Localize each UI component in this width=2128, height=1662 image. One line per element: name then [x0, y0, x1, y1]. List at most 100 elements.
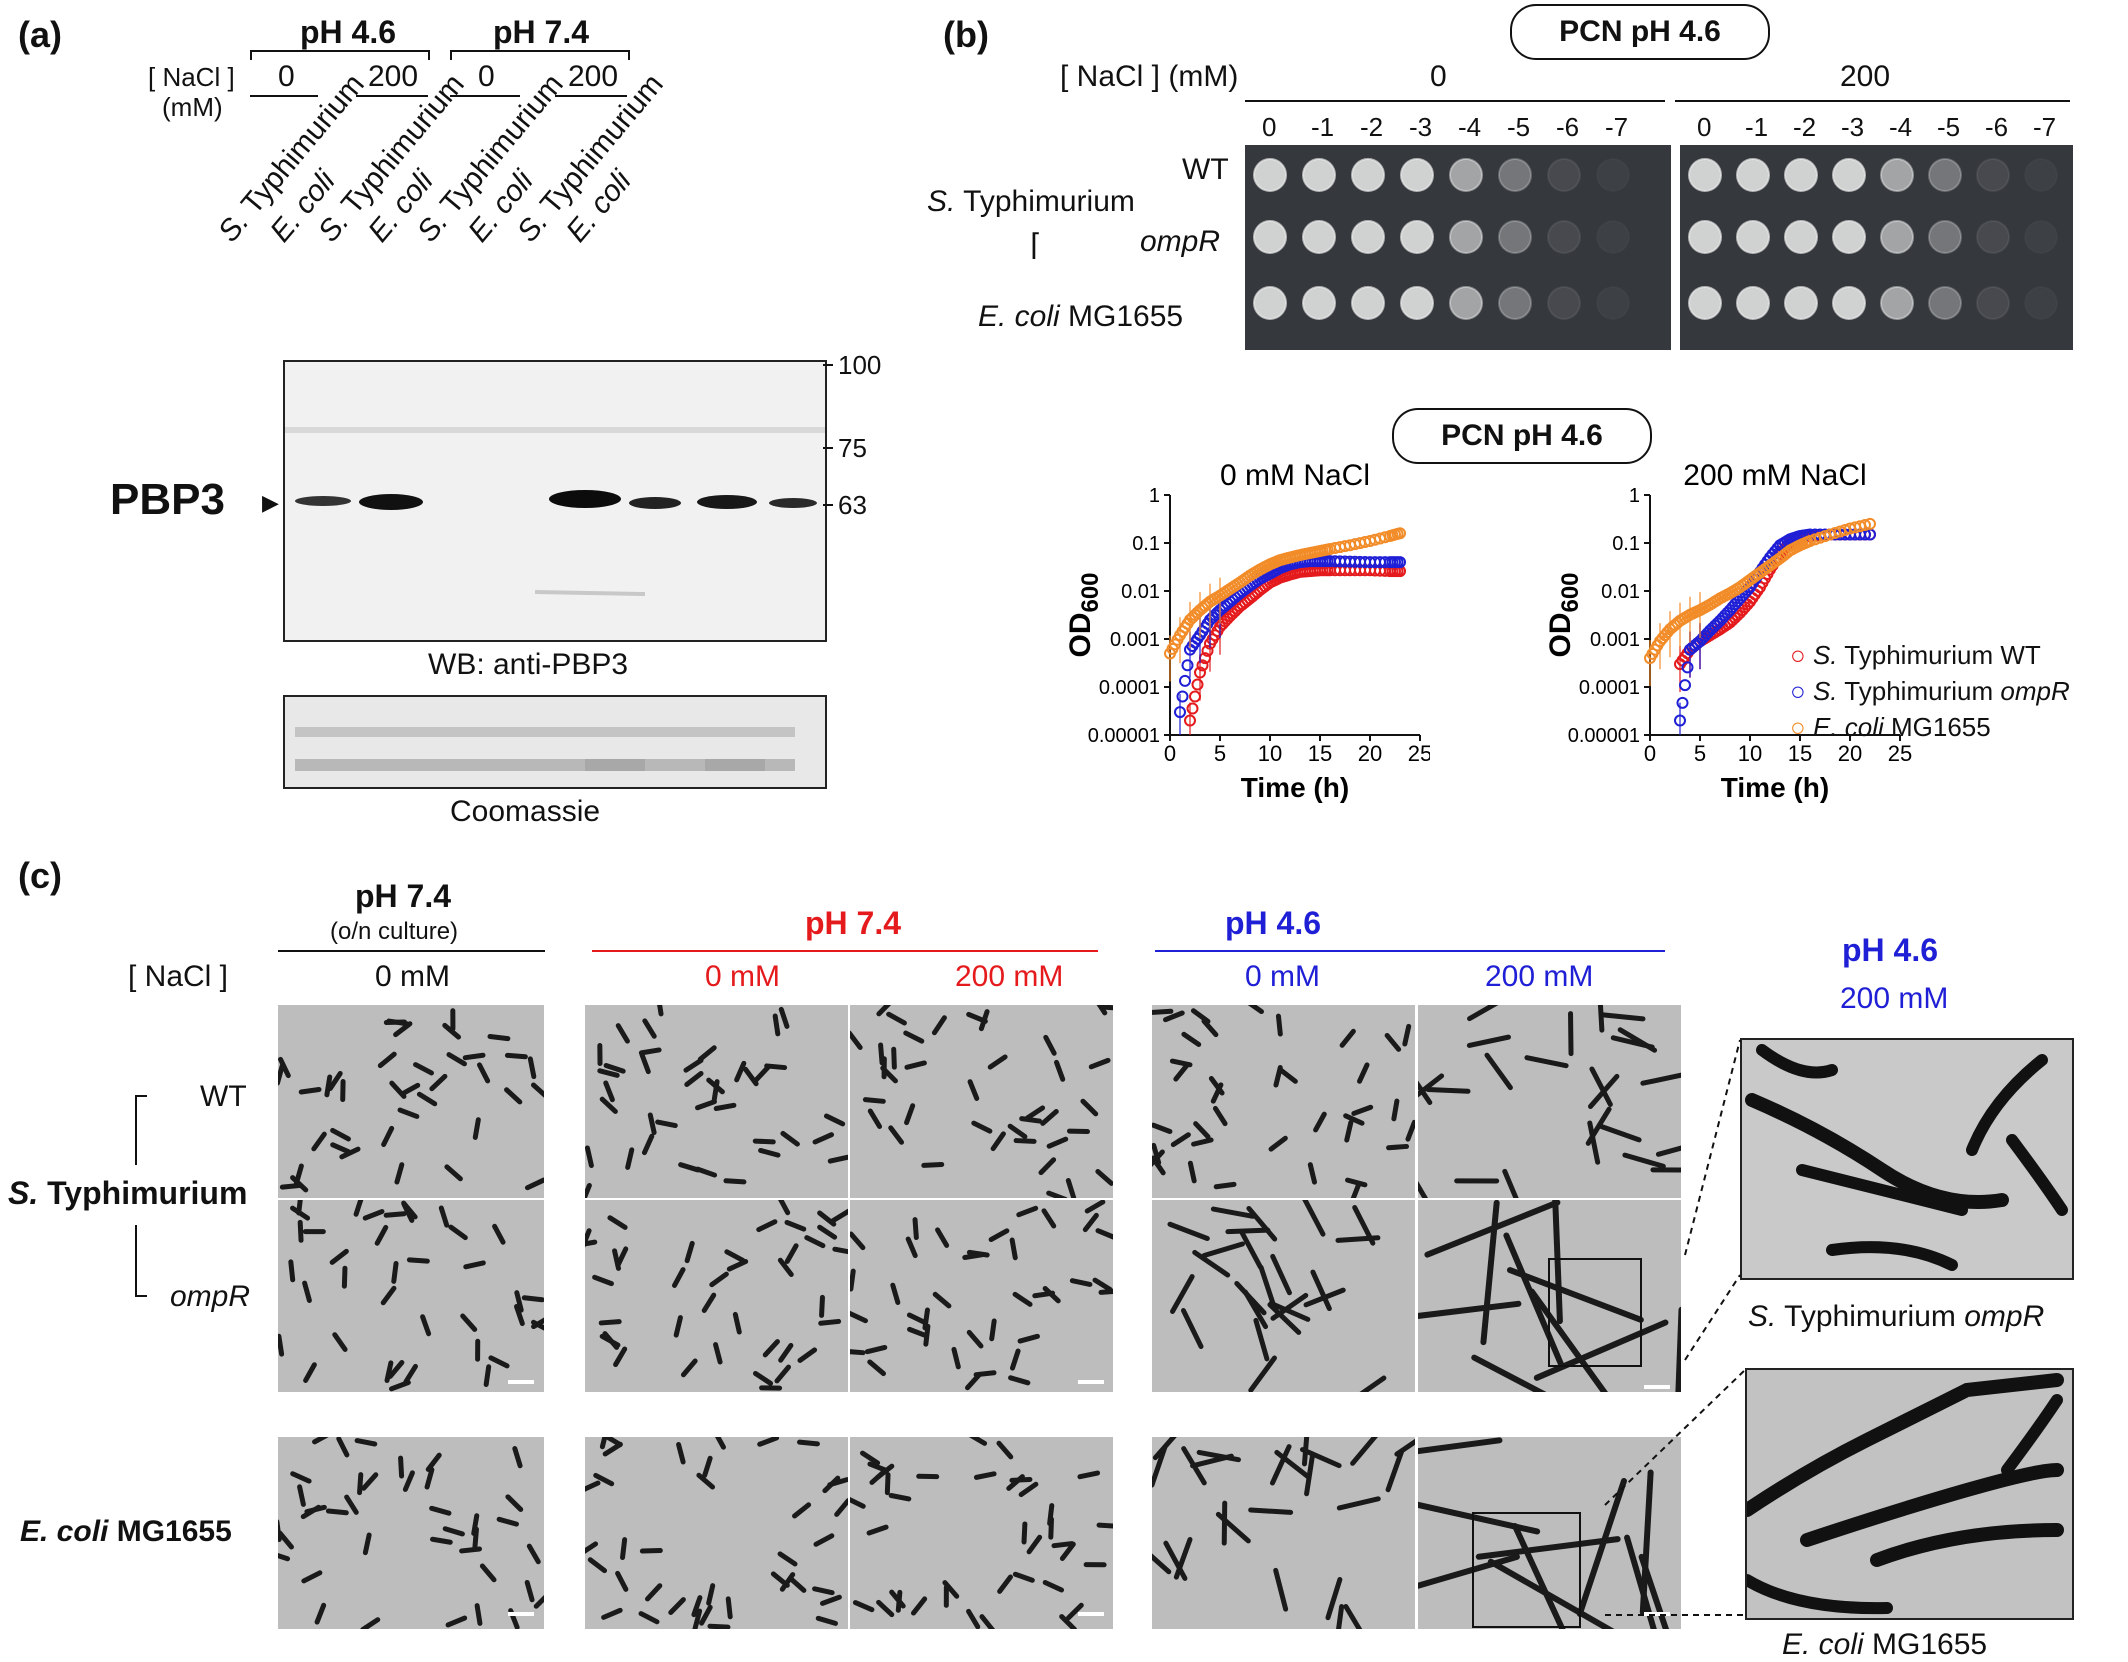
x-tick-label: 15	[1788, 741, 1812, 766]
bacterium	[507, 1090, 520, 1102]
bacterium	[974, 1123, 990, 1131]
bacterial-spot	[1352, 221, 1384, 253]
bacterium	[1316, 1114, 1325, 1130]
bacterium	[600, 1071, 617, 1076]
bacterium	[610, 1218, 625, 1228]
micrograph	[585, 1005, 848, 1198]
dilution-label: -1	[1311, 112, 1334, 143]
bacterium	[392, 1083, 404, 1096]
bacterium	[365, 1535, 369, 1553]
bacterium	[357, 1441, 375, 1444]
group-bracket	[450, 50, 452, 60]
bacterium	[679, 1445, 684, 1462]
bacterium	[779, 1200, 787, 1213]
bacterium	[993, 1134, 1003, 1149]
strain-ompr: ompR	[1140, 225, 1220, 259]
bacterium	[305, 1283, 310, 1300]
bacterium	[893, 1285, 898, 1302]
bacterium	[1397, 1437, 1415, 1454]
y-tick-label: 1	[1149, 485, 1160, 507]
bacterium	[386, 1214, 404, 1216]
bacterium	[909, 1315, 925, 1323]
x-tick-label: 20	[1838, 741, 1862, 766]
bacterial-spot	[2025, 287, 2057, 319]
data-point	[1183, 660, 1193, 670]
bacterium	[490, 1036, 508, 1038]
bacterium	[1338, 1238, 1378, 1241]
nacl-label: [ NaCl ]	[148, 62, 235, 93]
bacterium	[1012, 1351, 1018, 1368]
bacterium	[815, 1135, 831, 1142]
bacterium	[1483, 1203, 1496, 1342]
bacterium	[702, 1607, 711, 1623]
bacterium	[826, 1116, 842, 1124]
ph-group-label: pH 4.6	[300, 14, 396, 51]
y-tick-label: 0.00001	[1088, 725, 1160, 747]
bacterial-spot	[1352, 287, 1384, 319]
bacterium	[1353, 1183, 1359, 1198]
bacterium	[850, 1313, 866, 1321]
chart-title: 200 mM NaCl	[1683, 459, 1866, 492]
bacterium	[335, 1335, 345, 1350]
bacterium	[317, 1605, 324, 1622]
bacterial-spot	[1881, 221, 1913, 253]
bacterium	[1101, 1291, 1113, 1292]
bacterium	[879, 1602, 892, 1614]
bacterium	[990, 1057, 1005, 1067]
bacterium	[1155, 1437, 1181, 1458]
bacterium	[475, 1120, 478, 1138]
bacterium	[1339, 1499, 1378, 1508]
bacterium	[428, 1455, 439, 1469]
bacterium	[1099, 1525, 1113, 1526]
bacterium	[715, 1437, 724, 1447]
bacterium	[1010, 1126, 1025, 1136]
bacterium	[1104, 1007, 1113, 1008]
bacterium	[1083, 1101, 1096, 1114]
row-bracket	[135, 1225, 137, 1297]
bacterium	[449, 1055, 464, 1064]
bacterium	[1049, 1139, 1066, 1146]
bacterium	[508, 1497, 521, 1510]
data-point	[1190, 692, 1200, 702]
bacterium	[587, 1148, 591, 1166]
bacterium	[910, 1329, 927, 1335]
bacterium	[1011, 1378, 1028, 1383]
dilution-label: -2	[1793, 112, 1816, 143]
bacterium	[618, 1249, 626, 1265]
bacterium	[1360, 1065, 1367, 1081]
bacterium	[777, 1367, 789, 1381]
bacterium	[712, 1274, 727, 1285]
marker-tick	[823, 364, 833, 366]
bacterium	[671, 1600, 684, 1613]
bacterium	[328, 1511, 346, 1513]
bacterium	[585, 1185, 589, 1198]
bacterium	[1045, 1583, 1061, 1590]
bacterial-spot	[1401, 221, 1433, 253]
bacterial-spot	[1254, 287, 1286, 319]
bacterium	[618, 1026, 627, 1041]
data-point	[1178, 691, 1188, 701]
bacterium	[756, 1067, 768, 1080]
bacterium	[1418, 1440, 1499, 1458]
nacl-unit-label: (mM)	[162, 92, 223, 123]
protein-label: PBP3	[110, 475, 225, 525]
arrowhead-icon: ▶	[262, 490, 279, 516]
col2-title: pH 7.4	[805, 905, 901, 942]
bacterium	[628, 1150, 632, 1168]
nacl-value: 0	[478, 60, 495, 94]
bacterium	[887, 1475, 888, 1493]
bacterium	[1346, 1607, 1367, 1629]
bacterial-spot	[1689, 287, 1721, 319]
bacterium	[755, 1141, 773, 1142]
bacterium	[1346, 1116, 1362, 1123]
bacterium	[463, 1316, 475, 1329]
dilution-label: -3	[1841, 112, 1864, 143]
bacterium	[716, 1345, 721, 1362]
bacterial-spot	[1303, 221, 1335, 253]
bacterium	[499, 1519, 516, 1524]
bacterium	[1190, 1163, 1194, 1181]
strain-group: S. Typhimurium	[927, 185, 1135, 219]
x-tick-label: 0	[1164, 741, 1176, 766]
bacterium	[982, 1617, 993, 1629]
